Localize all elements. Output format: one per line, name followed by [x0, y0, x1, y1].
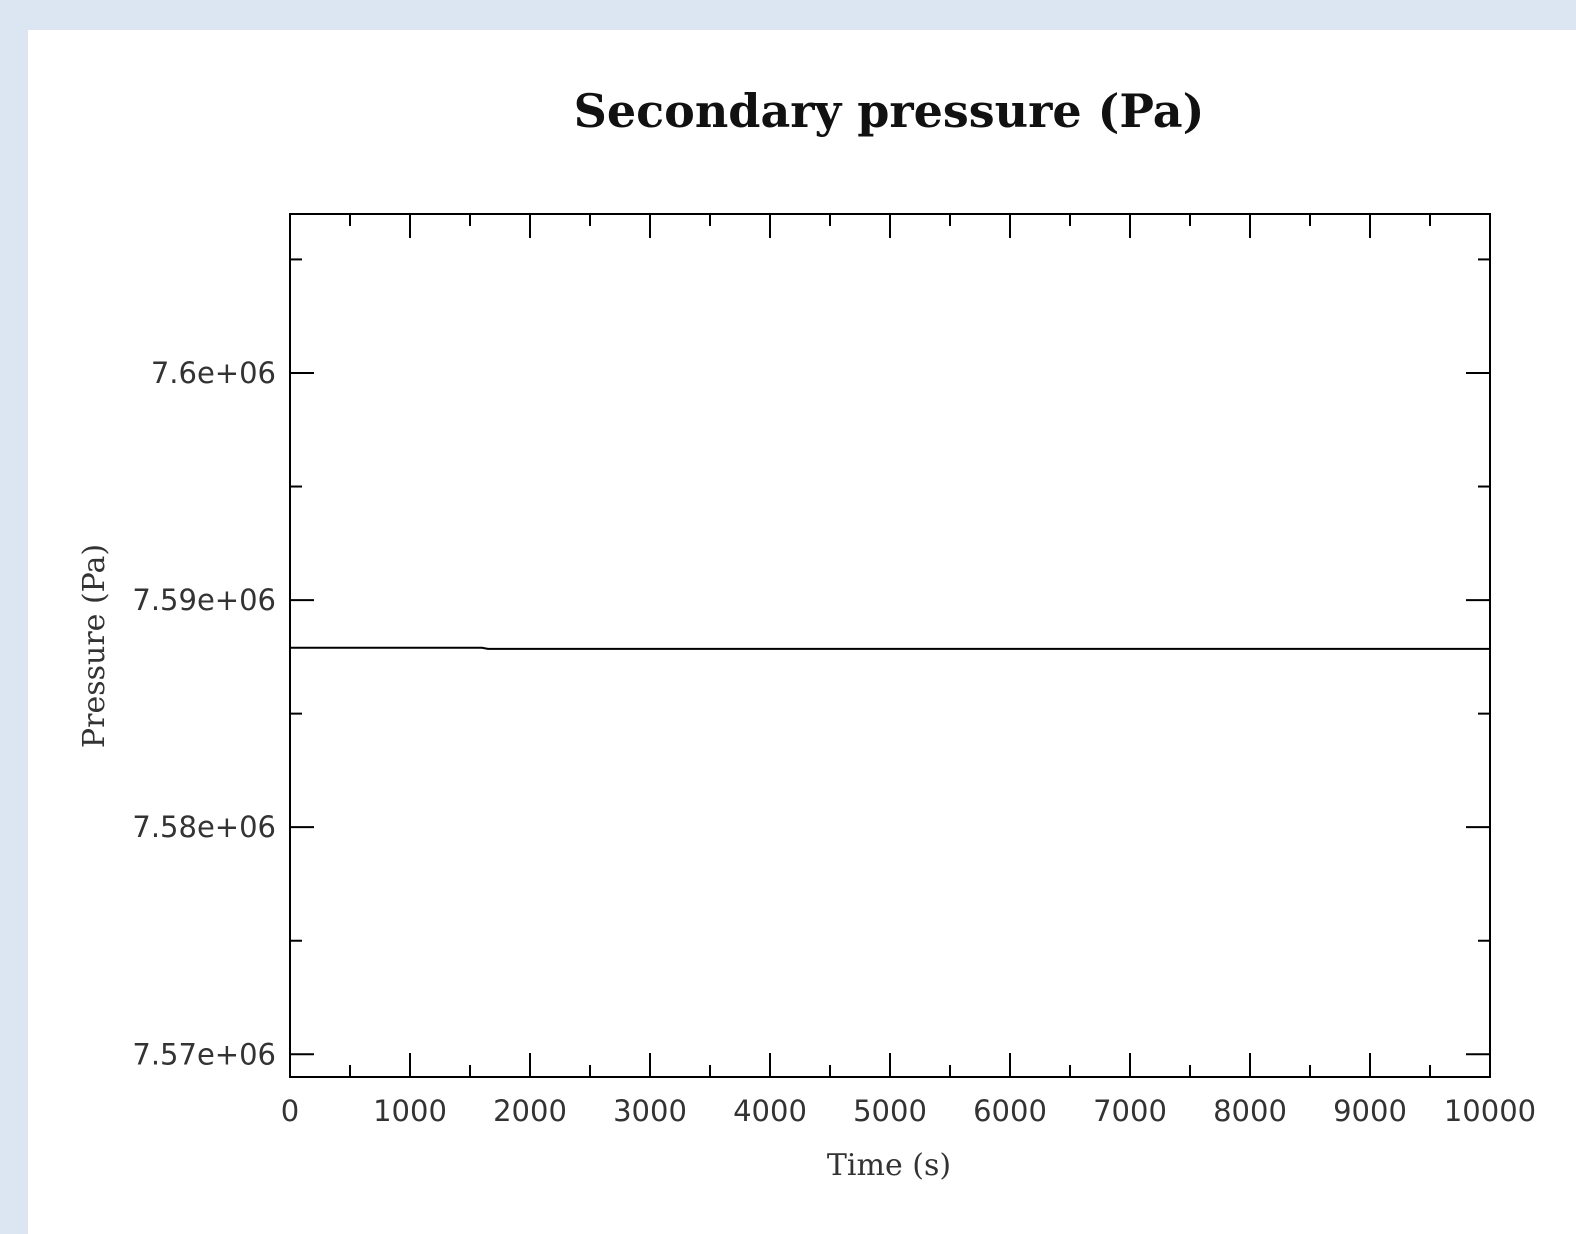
y-tick-label-3: 7.6e+06 — [151, 356, 276, 390]
y-tick-label-1: 7.58e+06 — [132, 810, 276, 844]
x-tick-label-4: 4000 — [733, 1094, 807, 1128]
y-tick-label-2: 7.59e+06 — [132, 583, 276, 617]
series-layer — [290, 646, 1490, 650]
x-tick-label-5: 5000 — [853, 1094, 927, 1128]
x-tick-label-0: 0 — [281, 1094, 299, 1128]
x-axis-label: Time (s) — [827, 1148, 951, 1183]
x-tick-label-8: 8000 — [1213, 1094, 1287, 1128]
x-tick-label-9: 9000 — [1333, 1094, 1407, 1128]
chart-frame: Secondary pressure (Pa) 0 1000 2000 3000 400… — [28, 30, 1576, 1234]
series-line-0 — [290, 646, 1490, 650]
x-tick-label-3: 3000 — [613, 1094, 687, 1128]
chart: Secondary pressure (Pa) 0 1000 2000 3000 400… — [77, 84, 1536, 1183]
plot-area — [289, 213, 1491, 1078]
tick-labels: 0 1000 2000 3000 4000 5000 6000 7000 8000 9000 100… — [132, 356, 1536, 1128]
y-tick-label-0: 7.57e+06 — [132, 1037, 276, 1071]
x-tick-label-10: 10000 — [1444, 1094, 1536, 1128]
x-tick-label-7: 7000 — [1093, 1094, 1167, 1128]
x-tick-label-2: 2000 — [493, 1094, 567, 1128]
ticks-layer — [289, 214, 1491, 1077]
x-tick-label-1: 1000 — [373, 1094, 447, 1128]
y-axis-label: Pressure (Pa) — [77, 544, 112, 748]
x-tick-label-6: 6000 — [973, 1094, 1047, 1128]
chart-title: Secondary pressure (Pa) — [574, 84, 1205, 138]
